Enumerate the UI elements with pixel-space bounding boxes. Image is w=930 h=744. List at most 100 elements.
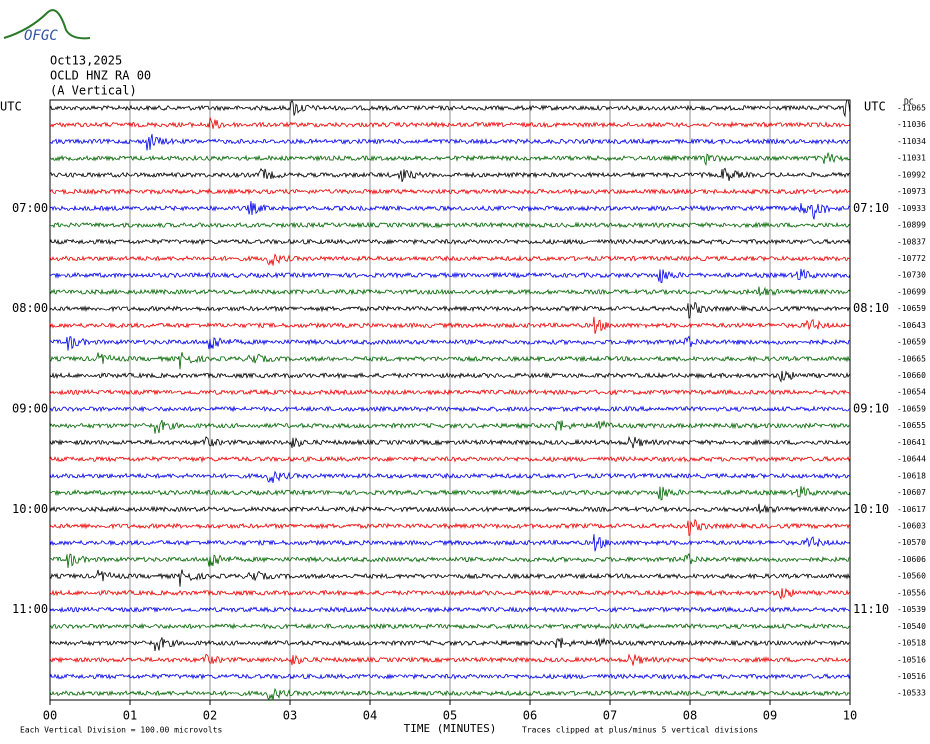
trace-offset: -10533 bbox=[897, 689, 926, 698]
trace bbox=[49, 405, 851, 413]
hour-label: 10:00 bbox=[12, 502, 48, 516]
trace bbox=[49, 152, 851, 167]
trace bbox=[49, 673, 851, 681]
trace-offset: -10618 bbox=[897, 471, 926, 480]
trace-offset: -10933 bbox=[897, 204, 926, 213]
x-tick-label: 04 bbox=[363, 709, 377, 723]
trace-offset: -10992 bbox=[897, 170, 926, 179]
trace-offset: -10659 bbox=[897, 338, 926, 347]
trace-offset: -10659 bbox=[897, 304, 926, 313]
trace bbox=[49, 569, 851, 587]
hour-label: 11:00 bbox=[12, 602, 48, 616]
trace bbox=[49, 419, 851, 434]
trace-offset: -10603 bbox=[897, 522, 926, 531]
trace-offset: -10617 bbox=[897, 505, 926, 514]
x-tick-label: 00 bbox=[43, 709, 57, 723]
trace bbox=[49, 286, 851, 297]
trace bbox=[49, 352, 851, 370]
hour-label-right: 11:10 bbox=[853, 602, 889, 616]
trace bbox=[49, 587, 851, 601]
trace-offset: -10665 bbox=[897, 354, 926, 363]
trace bbox=[50, 486, 851, 501]
hour-label-right: 08:10 bbox=[853, 301, 889, 315]
trace bbox=[49, 470, 851, 483]
hour-label: 09:00 bbox=[12, 401, 48, 415]
trace-offset: -10655 bbox=[897, 421, 926, 430]
trace bbox=[49, 605, 851, 614]
x-tick-label: 06 bbox=[523, 709, 537, 723]
right-axis-title: UTC bbox=[864, 100, 886, 114]
x-tick-label: 05 bbox=[443, 709, 457, 723]
trace bbox=[49, 687, 851, 701]
station: OCLD HNZ RA 00 bbox=[50, 69, 151, 83]
component: (A Vertical) bbox=[50, 84, 137, 98]
trace bbox=[49, 455, 851, 463]
trace-offset: -10899 bbox=[897, 221, 926, 230]
trace-offset: -10730 bbox=[897, 271, 926, 280]
trace bbox=[49, 117, 851, 129]
trace bbox=[49, 201, 851, 220]
trace-offset: -10607 bbox=[897, 488, 926, 497]
trace-offset: -10644 bbox=[897, 455, 926, 464]
trace-offset: -11065 bbox=[897, 104, 926, 113]
x-tick-label: 08 bbox=[683, 709, 697, 723]
trace-offset: -10560 bbox=[897, 572, 926, 581]
trace bbox=[49, 134, 851, 151]
clip-note: Traces clipped at plus/minus 5 vertical … bbox=[522, 726, 758, 735]
date: Oct13,2025 bbox=[50, 54, 122, 68]
x-tick-label: 09 bbox=[763, 709, 777, 723]
trace-offset: -10606 bbox=[897, 555, 926, 564]
x-axis-title: TIME (MINUTES) bbox=[404, 722, 497, 735]
trace-offset: -11034 bbox=[897, 137, 926, 146]
trace-offset: -10699 bbox=[897, 287, 926, 296]
trace-offset: -10654 bbox=[897, 388, 926, 397]
dc-label: DC bbox=[904, 98, 914, 107]
trace-offset: -11036 bbox=[897, 120, 926, 129]
x-tick-label: 07 bbox=[603, 709, 617, 723]
trace bbox=[49, 388, 851, 396]
trace-offset: -10837 bbox=[897, 237, 926, 246]
hour-label-right: 09:10 bbox=[853, 401, 889, 415]
trace bbox=[49, 316, 851, 335]
x-tick-label: 02 bbox=[203, 709, 217, 723]
trace bbox=[49, 435, 851, 449]
trace bbox=[49, 335, 851, 351]
hour-label: 07:00 bbox=[12, 201, 48, 215]
trace-offset: -10516 bbox=[897, 672, 926, 681]
trace-offset: -10540 bbox=[897, 622, 926, 631]
trace-offset: -10518 bbox=[897, 639, 926, 648]
trace bbox=[49, 167, 851, 182]
trace bbox=[49, 268, 851, 284]
x-tick-label: 03 bbox=[283, 709, 297, 723]
trace bbox=[49, 518, 851, 537]
trace bbox=[49, 99, 851, 118]
hour-label-right: 07:10 bbox=[853, 201, 889, 215]
trace bbox=[49, 370, 851, 383]
trace-offset: -10973 bbox=[897, 187, 926, 196]
trace bbox=[49, 622, 851, 630]
trace-offset: -10516 bbox=[897, 655, 926, 664]
trace bbox=[49, 253, 851, 266]
trace bbox=[49, 238, 851, 246]
logo-text: OFGC bbox=[24, 28, 58, 44]
hour-label-right: 10:10 bbox=[853, 502, 889, 516]
trace-offset: -10556 bbox=[897, 588, 926, 597]
trace-offset: -10660 bbox=[897, 371, 926, 380]
trace bbox=[49, 534, 851, 552]
trace-offset: -10641 bbox=[897, 438, 926, 447]
trace-offset: -10643 bbox=[897, 321, 926, 330]
trace bbox=[50, 221, 851, 229]
trace bbox=[49, 188, 851, 196]
x-tick-label: 01 bbox=[123, 709, 137, 723]
scale-note: Each Vertical Division = 100.00 microvol… bbox=[20, 726, 222, 735]
trace-offset: -10570 bbox=[897, 538, 926, 547]
trace-offset: -11031 bbox=[897, 154, 926, 163]
trace-offset: -10659 bbox=[897, 404, 926, 413]
trace-offset: -10539 bbox=[897, 605, 926, 614]
hour-label: 08:00 bbox=[12, 301, 48, 315]
left-axis-title: UTC bbox=[0, 100, 22, 114]
trace bbox=[49, 637, 851, 652]
trace bbox=[49, 552, 851, 568]
trace-offset: -10772 bbox=[897, 254, 926, 263]
